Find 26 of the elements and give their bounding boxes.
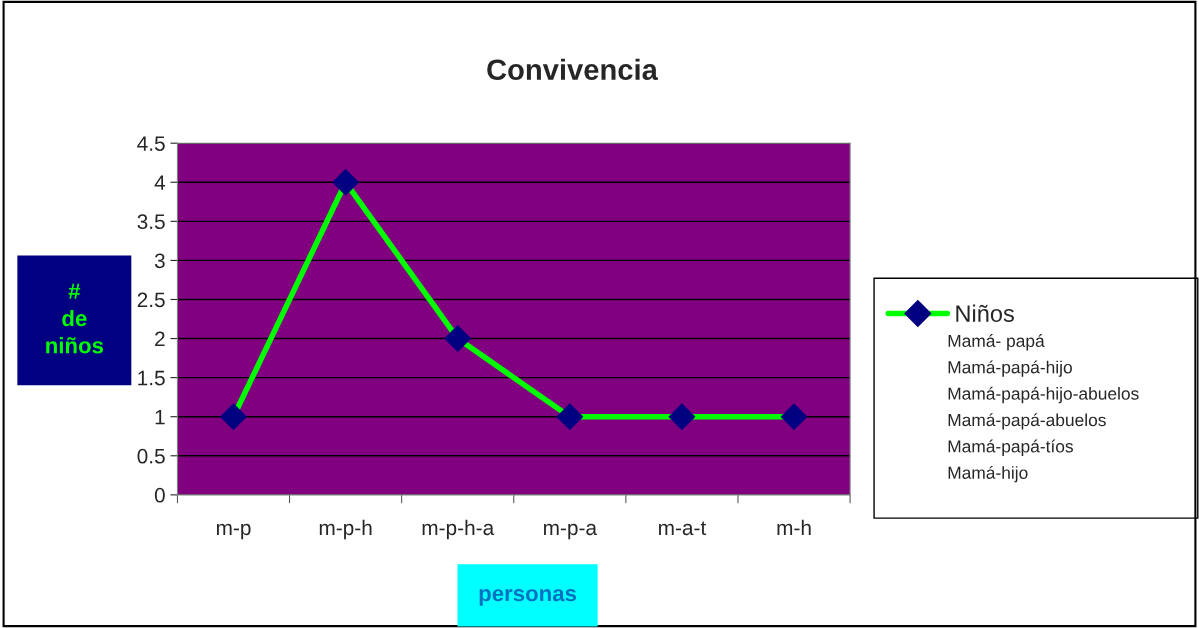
x-tick-label: m-a-t [659,521,707,536]
legend-label: Niños [956,304,1014,322]
y-tick-label: 2 [155,331,165,347]
y-tick-label: 3.5 [137,214,165,230]
y-tick-label: 0.5 [137,448,165,464]
text: Mamá-papá-hijo [948,360,1072,377]
y-tick-label: 2.5 [137,292,165,308]
y-tick-label: 1.5 [138,370,165,386]
x-tick-label: m-p-a [544,523,598,540]
chart-title: Convivencia [487,58,659,81]
text: Mamá-hijo [948,465,1028,483]
x-tick-label: m-p [216,523,251,540]
x-tick-label: m-p-h-a [422,519,495,540]
y-tick-label: 4 [154,175,166,190]
y-tick-label: 0 [154,487,165,503]
y-axis-title: # de niños [46,283,104,354]
text: Mamá-papá-hijo-abuelos [948,386,1139,404]
x-tick-label: m-h [777,519,811,535]
text: Mamá-papá-abuelos [948,413,1106,430]
y-tick-label: 1 [155,409,165,425]
x-axis-title: personas [479,589,577,606]
x-tick-label: m-p-h [319,519,372,540]
text: Mamá-papá-tíos [948,439,1073,456]
y-tick-label: 4.5 [137,136,165,151]
y-tick-label: 3 [154,253,165,269]
text: Mamá- papá [948,334,1045,351]
